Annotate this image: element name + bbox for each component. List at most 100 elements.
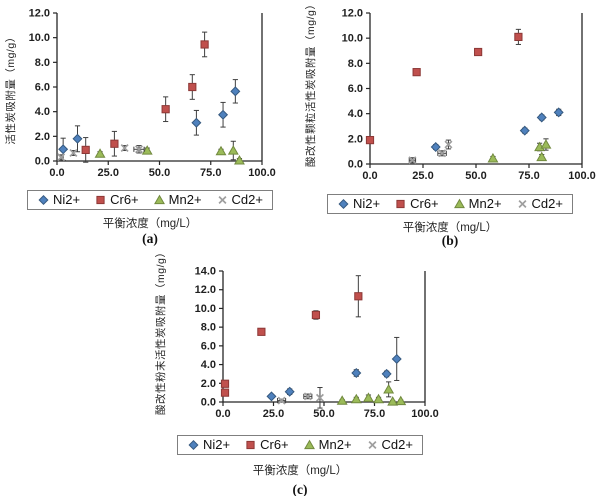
Ni2+-point: [72, 133, 83, 144]
x-tick-label: 25.0: [98, 167, 119, 179]
Ni2+-point: [58, 144, 69, 155]
Ni2+-point: [381, 368, 392, 379]
x-tick-label: 75.0: [518, 170, 539, 182]
Ni2+-point: [266, 391, 277, 402]
Cr6+-error-bars: [367, 28, 521, 143]
square-marker-icon: [96, 195, 105, 204]
legend-label: Mn2+: [168, 192, 202, 207]
axes: [56, 13, 263, 162]
axes: [369, 13, 583, 165]
Mn2+-point: [540, 139, 552, 149]
Cr6+-point: [200, 40, 209, 49]
x-marker-icon: [218, 195, 227, 204]
x-tick-label: 75.0: [200, 167, 221, 179]
caption-c: (c): [292, 482, 308, 496]
Cr6+-series: [81, 40, 209, 155]
legend-c: Ni2+ Cr6+ Mn2+ Cd2+: [150, 435, 450, 455]
Cr6+-error-bars: [83, 31, 208, 163]
legend-item-Cd2+: Cd2+: [516, 196, 563, 211]
Cr6+-point: [257, 327, 266, 336]
legend-item-Cd2+: Cd2+: [216, 192, 263, 207]
legend-b: Ni2+ Cr6+ Mn2+ Cd2+: [300, 194, 600, 214]
Ni2+-point: [553, 107, 564, 118]
legend-item-Mn2+: Mn2+: [303, 437, 352, 452]
legend-item-Cr6+: Cr6+: [94, 192, 139, 207]
Ni2+-legend-marker: [338, 198, 349, 209]
y-tick-label: 12.0: [29, 8, 50, 20]
legend-item-Mn2+: Mn2+: [153, 192, 202, 207]
legend-label: Cr6+: [260, 437, 289, 452]
y-tick-label: 6.0: [35, 82, 50, 94]
Cd2+-legend-marker: [218, 195, 227, 204]
Cd2+-point: [134, 145, 144, 154]
y-tick-label: 12.0: [195, 284, 216, 296]
Cr6+-point: [161, 105, 170, 114]
square-marker-icon: [246, 440, 255, 449]
Mn2+-point: [141, 145, 153, 155]
Cd2+-point: [277, 396, 286, 405]
Ni2+-point: [536, 112, 547, 123]
x-tick-label: 50.0: [313, 408, 334, 420]
legend-item-Cd2+: Cd2+: [366, 437, 413, 452]
y-tick-label: 8.0: [348, 58, 363, 70]
Ni2+-point: [284, 386, 295, 397]
diamond-marker-icon: [38, 194, 49, 205]
Cd2+-point: [315, 393, 324, 402]
Ni2+-series: [430, 107, 564, 153]
y-tick-label: 8.0: [35, 57, 50, 69]
Cr6+-point: [311, 310, 321, 320]
x-marker-icon: [368, 440, 377, 449]
legend-label: Ni2+: [53, 192, 81, 207]
legend-label: Ni2+: [353, 196, 381, 211]
Mn2+-legend-marker: [453, 198, 465, 208]
Mn2+-point: [373, 393, 385, 404]
y-tick-label: 8.0: [201, 322, 216, 334]
Cd2+-point: [408, 156, 417, 165]
x-tick-label: 100.0: [568, 170, 596, 182]
Cr6+-point: [474, 47, 483, 57]
caption-a: (a): [142, 231, 158, 246]
Mn2+-point: [94, 148, 106, 158]
Mn2+-series: [94, 145, 245, 165]
Ni2+-point: [519, 125, 530, 136]
Cd2+-series: [408, 140, 453, 165]
Cr6+-point: [110, 139, 119, 148]
legend-label: Cd2+: [531, 196, 563, 211]
legend-item-Ni2+: Ni2+: [37, 192, 80, 207]
diamond-marker-icon: [338, 198, 349, 209]
x-axis-title-c: 平衡浓度（mg/L）: [252, 465, 348, 477]
Mn2+-point: [227, 145, 239, 155]
x-axis-title-a: 平衡浓度（mg/L）: [102, 218, 198, 230]
Cd2+-point: [120, 144, 129, 153]
legend-label: Mn2+: [468, 196, 502, 211]
legend-label: Cr6+: [410, 196, 439, 211]
Cr6+-series: [220, 292, 363, 397]
Ni2+-point: [391, 353, 402, 364]
chart-b: 酸改性颗粒活性炭吸附量（mg/g） 0.0 2.0 4.0 6.0 8.0 10.0 12.…: [300, 0, 600, 248]
Mn2+-point: [383, 383, 395, 394]
x-tick-label: 0.0: [362, 170, 377, 182]
Mn2+-point: [487, 152, 499, 163]
Mn2+-point: [233, 154, 245, 165]
x-tick-label: 100.0: [248, 167, 276, 179]
Cd2+-legend-marker: [368, 440, 377, 449]
caption-b: (b): [441, 233, 459, 248]
plot-area-c: 0.0 2.0 4.0 6.0 8.0 10.0 12.0 14.0 0.0 25.0 50.0 75…: [195, 266, 439, 421]
Mn2+-series: [487, 139, 552, 163]
chart-a: 活性炭吸附量（mg/g） 0.0 2.0 4.0 6.0 8.0 10.0 12.0 0.0 2…: [0, 0, 300, 248]
x-tick-label: 25.0: [263, 408, 284, 420]
y-tick-label: 4.0: [201, 359, 216, 371]
y-tick-label: 6.0: [201, 340, 216, 352]
Ni2+-point: [430, 142, 441, 153]
Cd2+-legend-marker: [518, 199, 527, 208]
Ni2+-point: [218, 109, 229, 120]
x-tick-label: 25.0: [412, 170, 433, 182]
Cr6+-legend-marker: [96, 195, 105, 204]
Cr6+-point: [365, 135, 375, 145]
Cd2+-point: [69, 148, 78, 157]
legend-label: Cr6+: [110, 192, 139, 207]
legend-box-c: Ni2+ Cr6+ Mn2+ Cd2+: [177, 435, 423, 455]
y-tick-label: 6.0: [348, 83, 363, 95]
Mn2+-point: [215, 145, 227, 156]
